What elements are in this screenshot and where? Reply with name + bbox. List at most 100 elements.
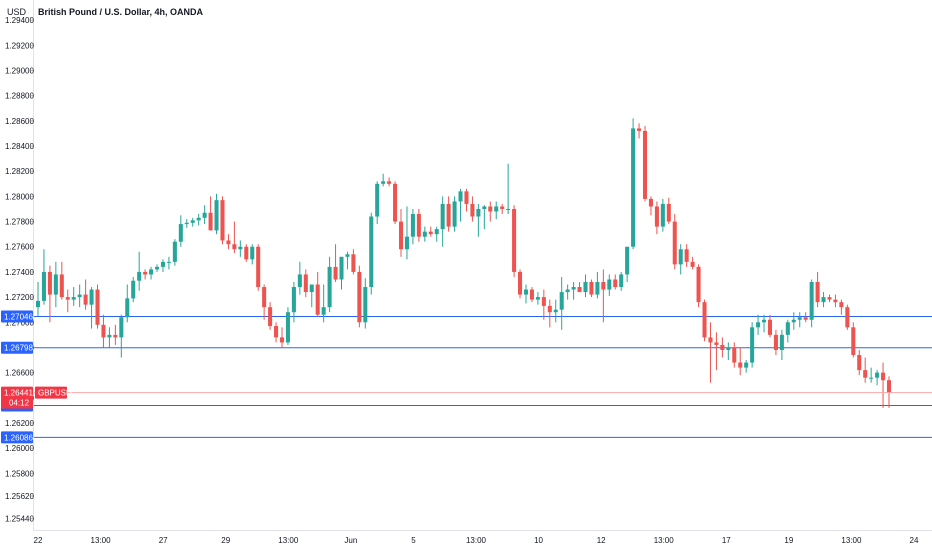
candle-body (488, 206, 493, 212)
candle-body (541, 297, 546, 306)
symbol-tag (35, 386, 67, 399)
y-tick-label: 1.27000 (5, 318, 34, 327)
candle-body (398, 221, 404, 250)
candle-body (518, 271, 523, 295)
candle-body (387, 181, 392, 184)
candle-body (434, 229, 439, 235)
candle-body (71, 297, 76, 300)
candle-body (720, 344, 725, 350)
candle-body (113, 334, 118, 338)
candle-body (226, 240, 231, 245)
candle-body (684, 249, 689, 262)
candle-body (77, 294, 82, 298)
candle-body (589, 281, 594, 295)
candle-body (619, 274, 624, 288)
candle-body (422, 231, 427, 237)
level-label: 1.26798 (4, 344, 33, 353)
x-tick-label: 5 (411, 536, 416, 545)
candle-body (613, 279, 618, 288)
candle-body (107, 334, 112, 338)
candle-body (166, 261, 171, 263)
candle-body (547, 305, 552, 313)
level-tag (1, 310, 33, 323)
candle-body (690, 261, 695, 267)
candle-body (738, 362, 743, 368)
candle-body (333, 266, 338, 280)
candle-body (315, 284, 320, 315)
candle-body (470, 203, 475, 217)
x-tick-label: 13:00 (841, 536, 862, 545)
candle-body (101, 324, 106, 338)
candle-body (59, 274, 64, 298)
current-price-box (1, 386, 33, 409)
candle-body (256, 246, 261, 288)
y-tick-label: 1.26600 (5, 369, 34, 378)
candle-body (327, 266, 332, 308)
y-tick-label: 1.28400 (5, 142, 34, 151)
candle-body (815, 281, 820, 303)
y-tick-label: 1.28200 (5, 167, 34, 176)
candle-body (708, 337, 713, 343)
candle-body (857, 355, 862, 371)
level-label: 1.27046 (4, 312, 33, 321)
candle-body (506, 208, 511, 210)
candle-body (791, 319, 796, 323)
candle-body (160, 261, 165, 267)
chart-title: British Pound / U.S. Dollar, 4h, OANDA (38, 7, 204, 17)
x-tick-label: 29 (221, 536, 230, 545)
candle-body (321, 307, 326, 315)
candle-body (416, 214, 421, 237)
candle-body (452, 201, 457, 227)
candle-body (886, 380, 892, 393)
candle-body (262, 287, 267, 308)
y-tick-label: 1.27600 (5, 243, 34, 252)
candle-body (839, 302, 844, 308)
candle-body (172, 241, 177, 262)
candle-body (464, 191, 469, 204)
candle-body (35, 300, 41, 308)
x-tick-label: 13:00 (278, 536, 299, 545)
current-price-value: 1.26441 (4, 389, 33, 398)
candle-body (762, 319, 767, 323)
x-axis-ticks: 22 13:00 27 29 13:00 Jun 5 13:00 10 12 13:00 17 19 13… (34, 536, 919, 545)
candle-body (559, 292, 564, 310)
candle-body (291, 287, 296, 313)
candle-body (696, 266, 701, 303)
candle-body (83, 294, 88, 305)
candle-body (131, 280, 136, 299)
level-tag (1, 431, 33, 444)
candle-body (143, 271, 148, 275)
candle-body (529, 289, 534, 300)
candle-body (428, 231, 433, 235)
candle-body (357, 271, 362, 323)
candle-body (797, 317, 802, 320)
candle-body (119, 317, 124, 338)
x-tick-label: 17 (722, 536, 731, 545)
candle-countdown: 04:12 (9, 399, 30, 408)
candle-body (250, 246, 255, 260)
candle-body (607, 279, 612, 290)
candle-body (208, 212, 213, 231)
candle-body (845, 307, 850, 328)
y-tick-label: 1.28800 (5, 92, 34, 101)
currency-label: USD (7, 7, 27, 17)
level-label: 1.26086 (4, 433, 33, 442)
candle-body (672, 221, 677, 265)
candle-body (303, 274, 308, 293)
x-tick-label: 24 (910, 536, 919, 545)
candle-body (95, 289, 100, 325)
candle-body (440, 203, 445, 230)
candle-body (779, 334, 784, 350)
y-tick-label: 1.26000 (5, 444, 34, 453)
candle-body (363, 287, 368, 323)
x-tick-label: 13:00 (466, 536, 487, 545)
x-tick-label: 27 (159, 536, 168, 545)
candle-body (732, 347, 737, 363)
candle-body (785, 322, 790, 335)
candle-body (404, 236, 409, 250)
candle-body (821, 297, 826, 303)
candle-body (660, 203, 665, 227)
candle-body (654, 206, 659, 227)
candle-body (125, 298, 130, 318)
